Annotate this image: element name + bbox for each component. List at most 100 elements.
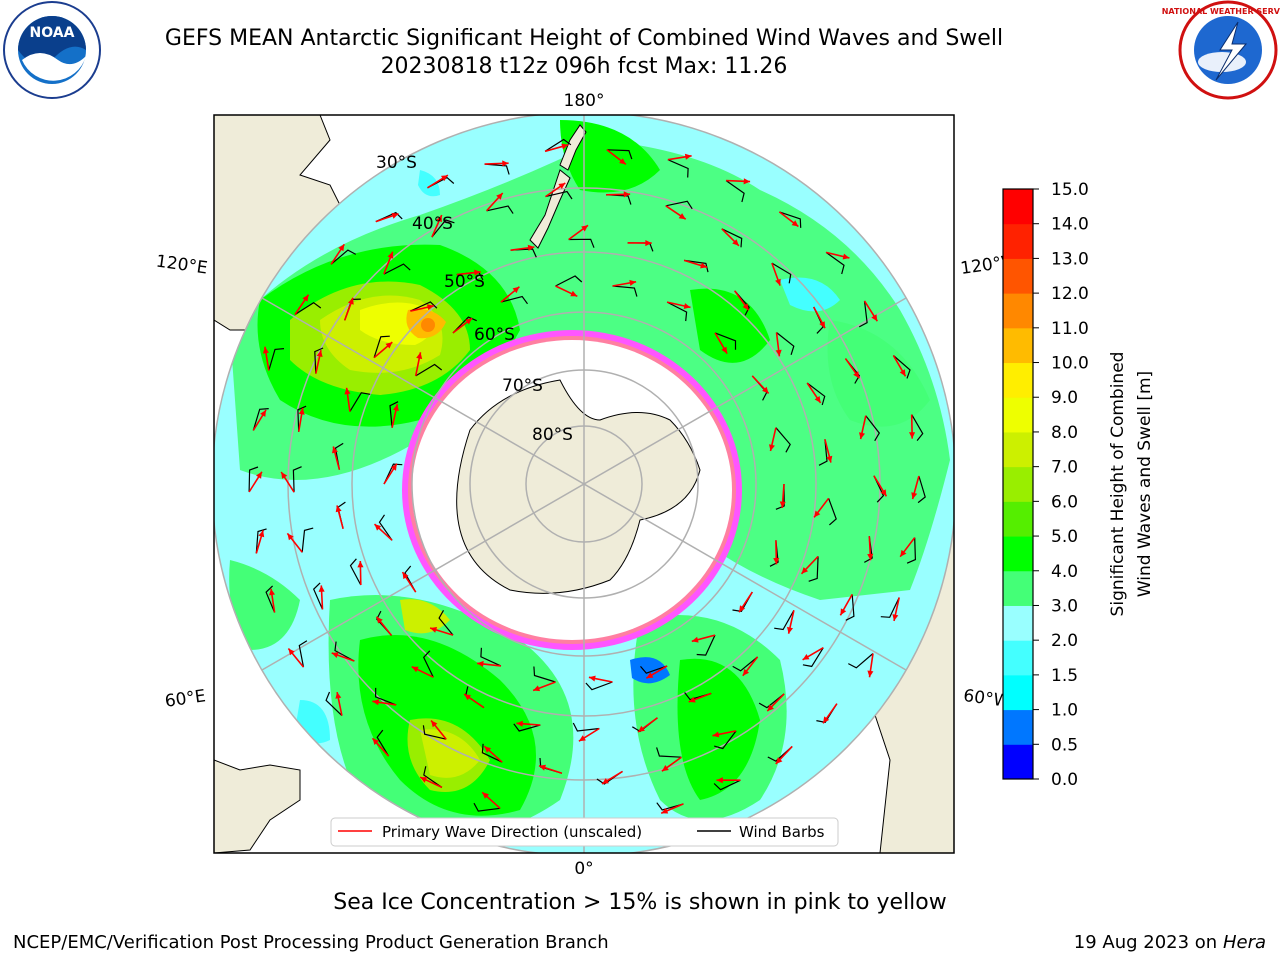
- wave-direction-arrow: [294, 294, 310, 315]
- wave-direction-arrow: [813, 497, 830, 518]
- wave-direction-arrow: [867, 653, 874, 678]
- wave-direction-arrow: [427, 174, 449, 189]
- wind-barb: [334, 641, 355, 662]
- colorbar-swatch: [1003, 431, 1033, 468]
- wave-direction-arrow: [373, 523, 393, 541]
- wave-direction-arrow: [252, 409, 267, 431]
- map-legend: Primary Wave Direction (unscaled) Wind B…: [330, 817, 839, 847]
- wave-direction-arrow: [578, 727, 600, 742]
- colorbar-tick-label: 3.0: [1051, 596, 1078, 616]
- wave-direction-arrow: [601, 770, 623, 785]
- lat-label-60s: 60°S: [474, 325, 515, 345]
- wave-direction-arrow: [330, 243, 345, 265]
- colorbar-tick-label: 9.0: [1051, 388, 1078, 408]
- wave-direction-arrow: [660, 803, 684, 814]
- wave-direction-arrow: [606, 191, 631, 198]
- colorbar-swatch: [1003, 397, 1033, 433]
- wind-barb: [585, 681, 613, 691]
- wave-direction-arrow: [477, 660, 501, 667]
- wind-barb: [606, 149, 633, 160]
- wind-barb: [330, 249, 357, 265]
- chart-subtitle: 20230818 t12z 096h fcst Max: 11.26: [380, 54, 788, 79]
- wind-barb: [292, 466, 302, 493]
- wave-direction-arrow: [357, 560, 364, 586]
- wind-barb: [378, 514, 393, 541]
- wind-barb: [572, 722, 600, 732]
- wind-barb: [721, 228, 743, 248]
- wave-direction-arrow: [683, 259, 708, 269]
- wave-direction-arrow: [771, 262, 781, 286]
- colorbar-tick-label: 8.0: [1051, 423, 1078, 443]
- wave-direction-arrow: [568, 224, 589, 241]
- land-africa: [214, 759, 301, 853]
- wind-barb: [255, 528, 267, 554]
- noaa-logo: NOAA: [3, 1, 101, 99]
- colorbar-swatch: [1003, 536, 1033, 572]
- wind-barb: [776, 332, 795, 355]
- colorbar-tick-label: 10.0: [1051, 354, 1089, 374]
- wind-barb: [301, 527, 314, 553]
- wind-barb: [779, 211, 802, 228]
- wind-barb: [252, 408, 269, 431]
- wind-barb: [911, 414, 924, 441]
- wave-direction-arrow: [371, 737, 390, 757]
- wind-barb: [294, 301, 322, 316]
- wind-barb: [325, 691, 343, 717]
- wind-barb: [612, 285, 638, 297]
- wave-direction-arrow: [500, 286, 520, 303]
- wave-direction-arrow: [430, 719, 447, 740]
- wind-barb: [732, 656, 758, 672]
- wind-barb: [312, 582, 324, 610]
- wind-barb: [656, 802, 684, 811]
- colorbar-tick-label: 6.0: [1051, 492, 1078, 512]
- wind-barb: [696, 634, 716, 656]
- wave-direction-arrow: [734, 290, 750, 311]
- wind-barb: [845, 594, 855, 621]
- nws-logo: NATIONAL WEATHER SERVICE: [1162, 0, 1280, 100]
- wave-direction-arrow: [844, 358, 860, 379]
- colorbar-tick-label: 4.0: [1051, 562, 1078, 582]
- wave-direction-arrow: [555, 285, 578, 298]
- colorbar-swatch: [1003, 640, 1033, 676]
- wind-barb: [865, 415, 881, 442]
- wind-barb: [806, 382, 826, 406]
- colorbar-tick-label: 0.5: [1051, 735, 1078, 755]
- lat-label-40s: 40°S: [412, 214, 453, 234]
- wave-direction-arrow: [414, 352, 423, 377]
- wave-direction-arrow: [726, 178, 751, 185]
- svg-text:NATIONAL WEATHER SERVICE: NATIONAL WEATHER SERVICE: [1162, 7, 1280, 16]
- colorbar-swatch: [1003, 466, 1033, 502]
- wave-direction-arrow: [452, 317, 473, 334]
- wave-direction-arrow: [335, 505, 344, 529]
- wind-barb: [480, 647, 502, 667]
- wave-direction-arrow: [721, 228, 740, 247]
- wave-direction-arrow: [775, 745, 793, 765]
- wind-barb: [314, 347, 324, 374]
- wind-barb: [858, 300, 868, 328]
- colorbar-tick-label: 12.0: [1051, 284, 1089, 304]
- wave-direction-arrow: [315, 350, 323, 374]
- wave-direction-arrow: [391, 404, 399, 428]
- wave-direction-arrow: [714, 332, 728, 355]
- wave-direction-arrow: [544, 143, 569, 153]
- wave-direction-arrow: [532, 681, 556, 692]
- wave-direction-arrow: [343, 297, 354, 321]
- wind-barb: [484, 163, 510, 175]
- wind-barb: [666, 301, 688, 322]
- wave-direction-arrow: [909, 414, 916, 439]
- footer-host: Hera: [1222, 932, 1266, 953]
- wind-barb: [775, 427, 791, 453]
- wave-direction-arrow: [825, 251, 850, 260]
- wave-direction-arrow: [463, 693, 485, 709]
- colorbar: 0.0 0.5 1.0 1.5 2.0 3.0 4.0 5.0 6.0 7.0 8.0 9.0 10.0…: [1002, 180, 1155, 790]
- wind-barb: [423, 766, 443, 788]
- wind-barb: [656, 747, 682, 758]
- noaa-logo-text: NOAA: [30, 25, 75, 41]
- wind-barb: [568, 238, 595, 248]
- wind-barb: [383, 263, 411, 275]
- land-new-zealand-north: [559, 124, 587, 171]
- wind-barb: [248, 466, 259, 493]
- colorbar-label-line2: Wind Waves and Swell [m]: [1135, 371, 1155, 597]
- wind-barb: [774, 610, 795, 631]
- wind-barb: [555, 275, 583, 287]
